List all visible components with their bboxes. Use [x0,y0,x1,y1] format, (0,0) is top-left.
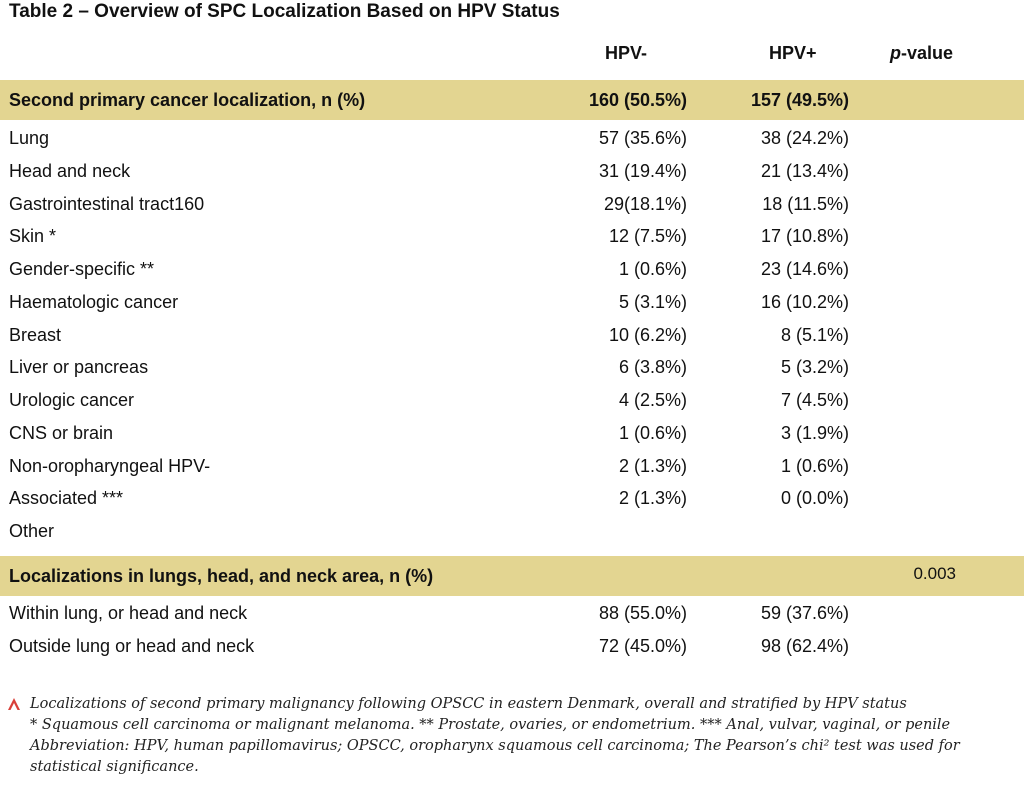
table-row: Lung 57 (35.6%) 38 (24.2%) [0,122,1024,154]
footnote-line: * Squamous cell carcinoma or malignant m… [30,717,951,733]
row-value-hpv-negative: 2 (1.3%) [618,455,687,476]
table-row: Liver or pancreas 6 (3.8%) 5 (3.2%) [0,351,1024,383]
row-value-hpv-positive: 21 (13.4%) [760,160,849,181]
table-row: Non-oropharyngeal HPV- 2 (1.3%) 1 (0.6%) [0,450,1024,482]
table-row: Skin * 12 (7.5%) 17 (10.8%) [0,220,1024,252]
row-value-hpv-negative: 88 (55.0%) [598,603,687,623]
row-value-hpv-negative: 12 (7.5%) [608,226,687,247]
table-row: Breast 10 (6.2%) 8 (5.1%) [0,319,1024,351]
table-row: Haematologic cancer 5 (3.1%) 16 (10.2%) [0,286,1024,318]
row-value-hpv-positive: 98 (62.4%) [760,635,849,656]
row-label: Urologic cancer [9,390,135,410]
row-value-hpv-positive: 3 (1.9%) [780,422,849,443]
row-label: Within lung, or head and neck [9,603,248,623]
table-row: Associated *** 2 (1.3%) 0 (0.0%) [0,482,1024,514]
row-value-hpv-positive: 38 (24.2%) [760,128,849,148]
table-footnotes: Localizations of second primary malignan… [30,694,1020,778]
footnote-line: statistical significance. [30,759,199,775]
table-row: Head and neck 31 (19.4%) 21 (13.4%) [0,155,1024,187]
header-p-value: p-value [890,43,953,64]
row-label: Other [9,521,55,541]
row-value-hpv-positive: 59 (37.6%) [760,603,849,623]
row-label: Head and neck [9,160,131,181]
row-label: Haematologic cancer [9,291,179,312]
row-value-hpv-negative: 10 (6.2%) [608,324,687,345]
row-value-hpv-negative: 1 (0.6%) [618,259,687,279]
table-row: Gastrointestinal tract160 29(18.1%) 18 (11… [0,188,1024,220]
header-hpv-positive: HPV+ [769,43,817,63]
row-value-hpv-negative: 5 (3.1%) [618,291,687,312]
header-p-italic: p [890,43,901,63]
row-label: Liver or pancreas [9,357,149,378]
row-label: Skin * [9,226,57,247]
footnote-line: Abbreviation: HPV, human papillomavirus;… [30,738,960,754]
row-value-hpv-positive: 8 (5.1%) [780,324,849,345]
header-p-rest: -value [901,43,954,63]
section-total-hpv-negative: 160 (50.5%) [588,90,687,110]
row-value-hpv-negative: 72 (45.0%) [598,635,687,656]
row-value-hpv-positive: 16 (10.2%) [760,291,849,312]
footnote-line: Localizations of second primary malignan… [30,696,907,712]
row-label: CNS or brain [9,422,114,443]
table-row: Urologic cancer 4 (2.5%) 7 (4.5%) [0,384,1024,416]
row-value-hpv-negative: 1 (0.6%) [618,422,687,443]
row-label: Gender-specific ** [9,259,155,279]
table-row: Outside lung or head and neck 72 (45.0%) 9… [0,630,1024,662]
table-row: Other [0,515,1024,547]
table-row: CNS or brain 1 (0.6%) 3 (1.9%) [0,417,1024,449]
table-row: Within lung, or head and neck 88 (55.0%) 5… [0,597,1024,629]
row-value-hpv-positive: 0 (0.0%) [780,488,849,509]
p-value: 0.003 [913,564,956,583]
row-value-hpv-negative: 57 (35.6%) [598,128,687,148]
header-hpv-negative: HPV- [605,43,648,63]
row-value-hpv-negative: 2 (1.3%) [618,488,687,509]
section-label-spc: Second primary cancer localization, n (%… [9,90,366,110]
caret-up-icon [8,698,20,710]
row-label: Gastrointestinal tract160 [9,193,205,214]
row-value-hpv-negative: 4 (2.5%) [618,390,687,410]
section-header-spc: Second primary cancer localization, n (%… [0,80,1024,120]
row-value-hpv-positive: 23 (14.6%) [760,259,849,279]
row-value-hpv-negative: 29(18.1%) [603,193,687,214]
section-total-hpv-positive: 157 (49.5%) [750,90,849,110]
row-value-hpv-positive: 7 (4.5%) [780,390,849,410]
row-value-hpv-positive: 17 (10.8%) [760,226,849,247]
row-value-hpv-positive: 1 (0.6%) [780,455,849,476]
row-label: Outside lung or head and neck [9,635,255,656]
row-value-hpv-positive: 18 (11.5%) [762,193,849,214]
row-label: Non-oropharyngeal HPV- [9,455,211,476]
table-row: Gender-specific ** 1 (0.6%) 23 (14.6%) [0,253,1024,285]
row-label: Associated *** [9,488,124,509]
row-value-hpv-negative: 6 (3.8%) [618,357,687,378]
section-header-lung-head-neck: Localizations in lungs, head, and neck a… [0,556,1024,596]
row-label: Lung [9,128,50,148]
section-label-lung-head-neck: Localizations in lungs, head, and neck a… [9,566,434,586]
table-title: Table 2 – Overview of SPC Localization B… [9,1,560,22]
row-label: Breast [9,324,62,345]
row-value-hpv-positive: 5 (3.2%) [780,357,849,378]
row-value-hpv-negative: 31 (19.4%) [598,160,687,181]
